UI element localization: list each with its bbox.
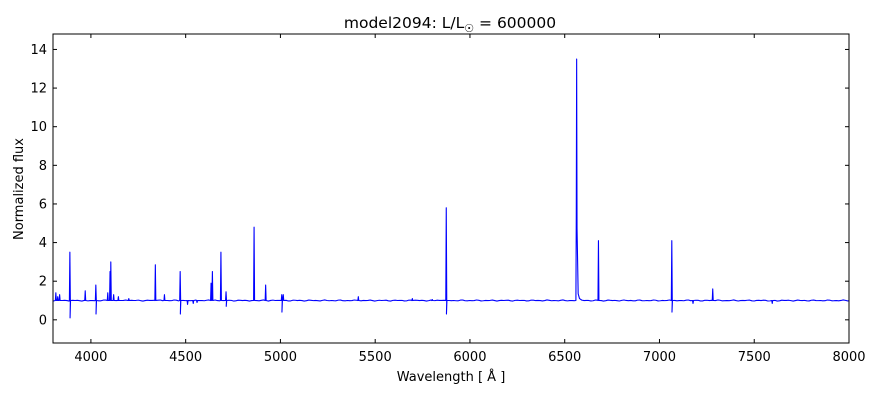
x-tick-label: 5000 bbox=[264, 350, 297, 365]
chart-title: model2094: L/L☉ = 600000 bbox=[344, 14, 556, 35]
y-tick-label: 8 bbox=[39, 159, 47, 174]
plot-frame bbox=[52, 33, 850, 344]
x-tick-label: 6000 bbox=[453, 350, 486, 365]
chart-title-value: = 600000 bbox=[474, 14, 556, 32]
chart-title-main: model2094: L/L bbox=[344, 14, 465, 32]
y-tick-label: 0 bbox=[39, 313, 47, 328]
x-tick-label: 6500 bbox=[548, 350, 581, 365]
y-axis-label: Normalized flux bbox=[12, 138, 27, 240]
y-tick-label: 2 bbox=[39, 275, 47, 290]
y-tick-label: 12 bbox=[30, 82, 47, 97]
x-tick-label: 4500 bbox=[169, 350, 202, 365]
y-tick-label: 10 bbox=[30, 120, 47, 135]
y-tick-label: 14 bbox=[30, 43, 47, 58]
x-tick-label: 4000 bbox=[74, 350, 107, 365]
series-line-0 bbox=[53, 58, 849, 319]
chart-title-symbol: ☉ bbox=[464, 22, 474, 35]
x-tick-label: 7500 bbox=[738, 350, 771, 365]
x-tick-label: 7000 bbox=[643, 350, 676, 365]
y-tick-label: 6 bbox=[39, 197, 47, 212]
x-tick-label: 5500 bbox=[359, 350, 392, 365]
y-tick-label: 4 bbox=[39, 236, 47, 251]
x-axis-label: Wavelength [ Å ] bbox=[397, 369, 506, 385]
x-tick-label: 8000 bbox=[832, 350, 865, 365]
